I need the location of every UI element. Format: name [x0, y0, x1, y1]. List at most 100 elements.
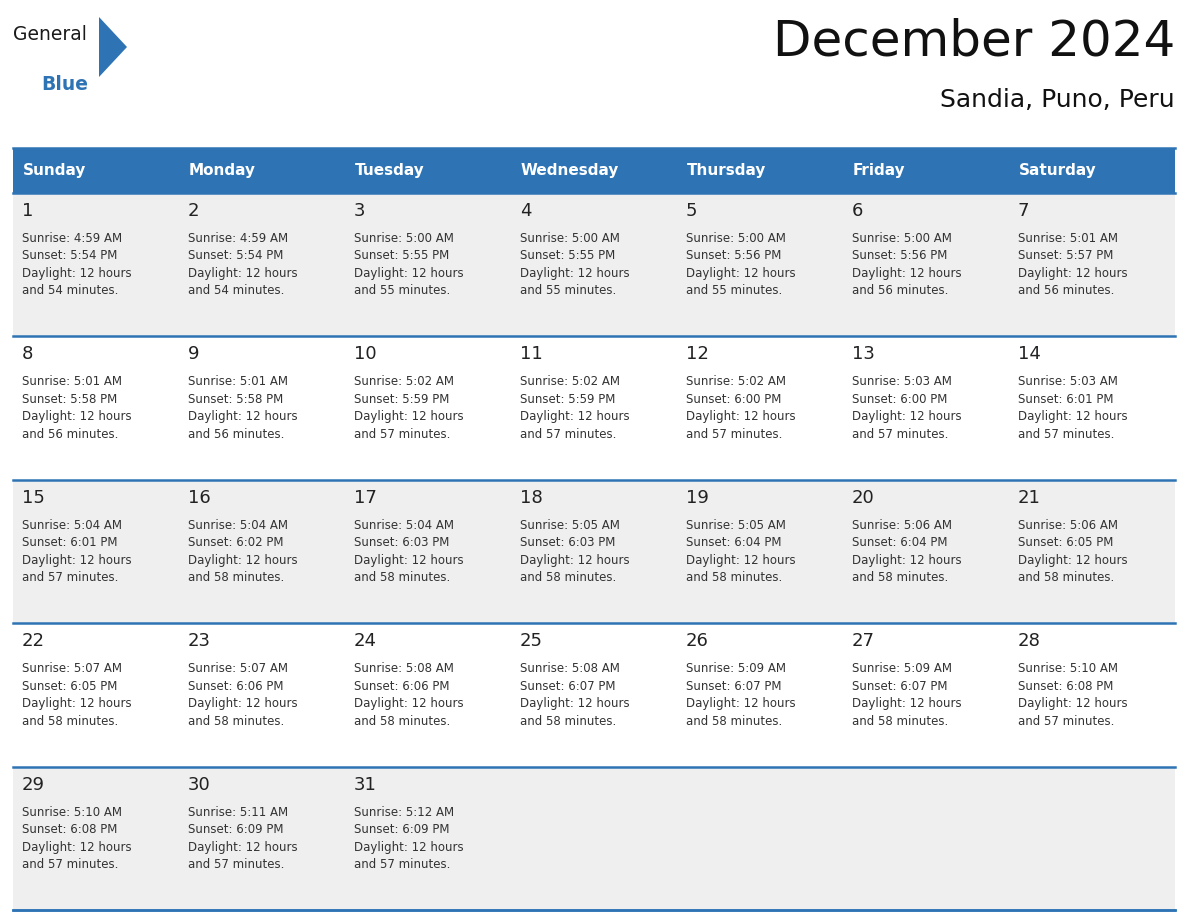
Text: Sunrise: 5:07 AM
Sunset: 6:06 PM
Daylight: 12 hours
and 58 minutes.: Sunrise: 5:07 AM Sunset: 6:06 PM Dayligh… [188, 662, 298, 728]
Text: 21: 21 [1018, 488, 1041, 507]
Text: Saturday: Saturday [1019, 163, 1097, 178]
Bar [677, 623, 843, 767]
Text: Sunrise: 5:08 AM
Sunset: 6:07 PM
Daylight: 12 hours
and 58 minutes.: Sunrise: 5:08 AM Sunset: 6:07 PM Dayligh… [520, 662, 630, 728]
Text: December 2024: December 2024 [772, 18, 1175, 66]
Bar [345, 336, 511, 480]
Text: 6: 6 [852, 202, 864, 220]
Bar [677, 148, 843, 193]
Text: Sunrise: 5:03 AM
Sunset: 6:01 PM
Daylight: 12 hours
and 57 minutes.: Sunrise: 5:03 AM Sunset: 6:01 PM Dayligh… [1018, 375, 1127, 441]
Bar [511, 623, 677, 767]
Text: Sunrise: 5:00 AM
Sunset: 5:55 PM
Daylight: 12 hours
and 55 minutes.: Sunrise: 5:00 AM Sunset: 5:55 PM Dayligh… [520, 232, 630, 297]
Bar [1009, 480, 1175, 623]
Bar [1009, 336, 1175, 480]
Text: Sunrise: 5:09 AM
Sunset: 6:07 PM
Daylight: 12 hours
and 58 minutes.: Sunrise: 5:09 AM Sunset: 6:07 PM Dayligh… [852, 662, 961, 728]
Text: 9: 9 [188, 345, 200, 364]
Bar [1009, 148, 1175, 193]
Text: Sunrise: 5:00 AM
Sunset: 5:55 PM
Daylight: 12 hours
and 55 minutes.: Sunrise: 5:00 AM Sunset: 5:55 PM Dayligh… [354, 232, 463, 297]
Text: 27: 27 [852, 633, 876, 650]
Text: Sunrise: 5:02 AM
Sunset: 5:59 PM
Daylight: 12 hours
and 57 minutes.: Sunrise: 5:02 AM Sunset: 5:59 PM Dayligh… [354, 375, 463, 441]
Text: Friday: Friday [853, 163, 905, 178]
Bar [843, 767, 1009, 910]
Bar [511, 148, 677, 193]
Bar [511, 193, 677, 336]
Text: Sunrise: 5:04 AM
Sunset: 6:01 PM
Daylight: 12 hours
and 57 minutes.: Sunrise: 5:04 AM Sunset: 6:01 PM Dayligh… [23, 519, 132, 584]
Bar [345, 623, 511, 767]
Text: Sunrise: 5:00 AM
Sunset: 5:56 PM
Daylight: 12 hours
and 55 minutes.: Sunrise: 5:00 AM Sunset: 5:56 PM Dayligh… [685, 232, 796, 297]
Bar [179, 193, 345, 336]
Text: 8: 8 [23, 345, 33, 364]
Bar [511, 480, 677, 623]
Text: Wednesday: Wednesday [522, 163, 619, 178]
Text: Sunrise: 4:59 AM
Sunset: 5:54 PM
Daylight: 12 hours
and 54 minutes.: Sunrise: 4:59 AM Sunset: 5:54 PM Dayligh… [23, 232, 132, 297]
Text: 31: 31 [354, 776, 377, 793]
Bar [1009, 767, 1175, 910]
Bar [179, 623, 345, 767]
Text: Sunday: Sunday [23, 163, 87, 178]
Text: 10: 10 [354, 345, 377, 364]
Text: Sunrise: 5:01 AM
Sunset: 5:57 PM
Daylight: 12 hours
and 56 minutes.: Sunrise: 5:01 AM Sunset: 5:57 PM Dayligh… [1018, 232, 1127, 297]
Bar [13, 193, 179, 336]
Text: Sunrise: 5:01 AM
Sunset: 5:58 PM
Daylight: 12 hours
and 56 minutes.: Sunrise: 5:01 AM Sunset: 5:58 PM Dayligh… [23, 375, 132, 441]
Text: Sunrise: 5:04 AM
Sunset: 6:03 PM
Daylight: 12 hours
and 58 minutes.: Sunrise: 5:04 AM Sunset: 6:03 PM Dayligh… [354, 519, 463, 584]
Text: Sunrise: 5:10 AM
Sunset: 6:08 PM
Daylight: 12 hours
and 57 minutes.: Sunrise: 5:10 AM Sunset: 6:08 PM Dayligh… [23, 806, 132, 871]
Bar [345, 193, 511, 336]
Text: Sunrise: 5:09 AM
Sunset: 6:07 PM
Daylight: 12 hours
and 58 minutes.: Sunrise: 5:09 AM Sunset: 6:07 PM Dayligh… [685, 662, 796, 728]
Text: Sunrise: 5:11 AM
Sunset: 6:09 PM
Daylight: 12 hours
and 57 minutes.: Sunrise: 5:11 AM Sunset: 6:09 PM Dayligh… [188, 806, 298, 871]
Text: 12: 12 [685, 345, 709, 364]
Text: Tuesday: Tuesday [355, 163, 425, 178]
Text: General: General [13, 25, 87, 44]
Text: 1: 1 [23, 202, 33, 220]
Text: 24: 24 [354, 633, 377, 650]
Bar [843, 148, 1009, 193]
Bar [345, 148, 511, 193]
Bar [179, 148, 345, 193]
Text: 15: 15 [23, 488, 45, 507]
Text: 14: 14 [1018, 345, 1041, 364]
Text: Sunrise: 5:01 AM
Sunset: 5:58 PM
Daylight: 12 hours
and 56 minutes.: Sunrise: 5:01 AM Sunset: 5:58 PM Dayligh… [188, 375, 298, 441]
Bar [677, 193, 843, 336]
Text: 20: 20 [852, 488, 874, 507]
Text: Sunrise: 5:00 AM
Sunset: 5:56 PM
Daylight: 12 hours
and 56 minutes.: Sunrise: 5:00 AM Sunset: 5:56 PM Dayligh… [852, 232, 961, 297]
Text: 29: 29 [23, 776, 45, 793]
Bar [843, 623, 1009, 767]
Bar [677, 767, 843, 910]
Text: 16: 16 [188, 488, 210, 507]
Bar [13, 148, 179, 193]
Text: Sunrise: 5:06 AM
Sunset: 6:04 PM
Daylight: 12 hours
and 58 minutes.: Sunrise: 5:06 AM Sunset: 6:04 PM Dayligh… [852, 519, 961, 584]
Text: Sandia, Puno, Peru: Sandia, Puno, Peru [941, 88, 1175, 112]
Text: 18: 18 [520, 488, 543, 507]
Polygon shape [99, 17, 127, 77]
Bar [345, 480, 511, 623]
Text: Sunrise: 5:03 AM
Sunset: 6:00 PM
Daylight: 12 hours
and 57 minutes.: Sunrise: 5:03 AM Sunset: 6:00 PM Dayligh… [852, 375, 961, 441]
Bar [13, 767, 179, 910]
Bar [1009, 193, 1175, 336]
Bar [13, 336, 179, 480]
Text: Sunrise: 4:59 AM
Sunset: 5:54 PM
Daylight: 12 hours
and 54 minutes.: Sunrise: 4:59 AM Sunset: 5:54 PM Dayligh… [188, 232, 298, 297]
Text: 5: 5 [685, 202, 697, 220]
Text: 23: 23 [188, 633, 211, 650]
Text: 26: 26 [685, 633, 709, 650]
Text: 17: 17 [354, 488, 377, 507]
Text: 19: 19 [685, 488, 709, 507]
Text: 25: 25 [520, 633, 543, 650]
Bar [677, 336, 843, 480]
Bar [1009, 623, 1175, 767]
Bar [179, 336, 345, 480]
Text: 13: 13 [852, 345, 874, 364]
Bar [511, 336, 677, 480]
Bar [13, 480, 179, 623]
Bar [179, 480, 345, 623]
Bar [511, 767, 677, 910]
Text: 30: 30 [188, 776, 210, 793]
Bar [13, 623, 179, 767]
Text: Sunrise: 5:05 AM
Sunset: 6:03 PM
Daylight: 12 hours
and 58 minutes.: Sunrise: 5:05 AM Sunset: 6:03 PM Dayligh… [520, 519, 630, 584]
Bar [179, 767, 345, 910]
Text: 7: 7 [1018, 202, 1030, 220]
Text: Sunrise: 5:02 AM
Sunset: 5:59 PM
Daylight: 12 hours
and 57 minutes.: Sunrise: 5:02 AM Sunset: 5:59 PM Dayligh… [520, 375, 630, 441]
Text: Thursday: Thursday [687, 163, 766, 178]
Bar [843, 336, 1009, 480]
Text: 2: 2 [188, 202, 200, 220]
Bar [677, 480, 843, 623]
Text: Sunrise: 5:10 AM
Sunset: 6:08 PM
Daylight: 12 hours
and 57 minutes.: Sunrise: 5:10 AM Sunset: 6:08 PM Dayligh… [1018, 662, 1127, 728]
Text: Sunrise: 5:08 AM
Sunset: 6:06 PM
Daylight: 12 hours
and 58 minutes.: Sunrise: 5:08 AM Sunset: 6:06 PM Dayligh… [354, 662, 463, 728]
